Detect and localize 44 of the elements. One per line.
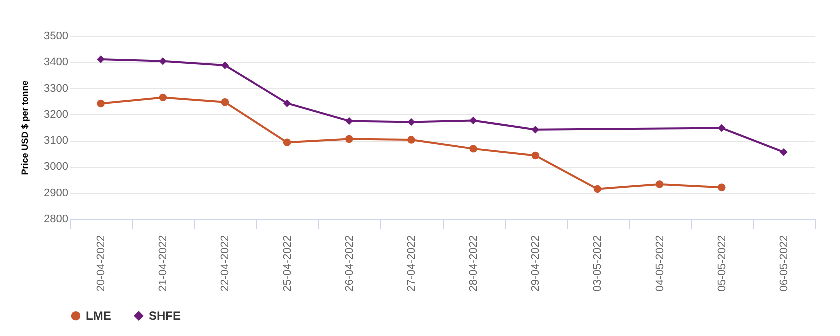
x-tick-label: 22-04-2022 [220,236,232,292]
x-tick-label: 29-04-2022 [530,236,542,292]
point [718,184,726,192]
x-tick-label: 25-04-2022 [282,236,294,292]
y-tick-label: 3300 [44,82,68,95]
point [718,124,726,132]
point [159,57,167,66]
point [283,138,292,147]
legend-label: SHFE [149,309,182,324]
x-tick-label: 26-04-2022 [344,236,356,292]
x-tick-label: 03-05-2022 [592,236,604,292]
x-tick-label: 21-04-2022 [158,236,170,292]
y-tick-label: 2800 [44,214,68,226]
point [283,100,292,108]
point [408,136,416,144]
x-tick-label: 27-04-2022 [406,236,418,292]
legend-label: LME [86,309,112,324]
point [221,62,230,70]
x-tick-label: 04-05-2022 [654,236,666,292]
y-tick-label: 3100 [44,135,68,148]
x-tick-label: 06-05-2022 [778,236,790,292]
point [346,135,354,144]
y-axis-title: Price USD $ per tonne [20,80,30,176]
point [470,145,478,153]
y-tick-label: 3400 [44,56,68,69]
y-tick-label: 3200 [44,108,68,121]
x-tick-label: 28-04-2022 [468,236,480,292]
point [408,118,416,126]
point [470,116,478,125]
point [656,180,664,188]
point [97,100,105,108]
y-tick-label: 2900 [44,187,68,200]
x-tick-label: 20-04-2022 [96,236,108,292]
point [346,117,354,126]
point [159,94,167,102]
point [780,148,788,156]
point [594,185,602,194]
point [221,98,230,106]
y-tick-label: 3500 [44,30,68,42]
y-tick-label: 3000 [44,161,68,174]
x-tick-label: 05-05-2022 [716,236,728,292]
point [532,126,540,134]
point [97,56,105,64]
point [532,152,540,160]
